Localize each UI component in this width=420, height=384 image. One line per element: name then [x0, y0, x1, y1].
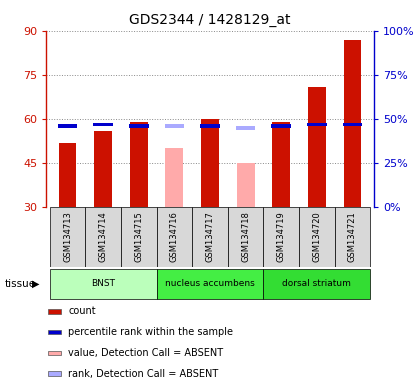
Bar	[58, 124, 77, 128]
FancyBboxPatch shape	[157, 269, 263, 299]
Text: GSM134720: GSM134720	[312, 212, 321, 262]
Bar	[93, 122, 113, 126]
Text: percentile rank within the sample: percentile rank within the sample	[68, 327, 233, 337]
FancyBboxPatch shape	[228, 207, 263, 267]
Text: count: count	[68, 306, 96, 316]
FancyBboxPatch shape	[263, 269, 370, 299]
Bar	[48, 309, 61, 314]
FancyBboxPatch shape	[50, 269, 157, 299]
FancyBboxPatch shape	[335, 207, 370, 267]
Bar	[94, 131, 112, 207]
Text: GSM134713: GSM134713	[63, 212, 72, 262]
Bar	[271, 124, 291, 128]
Bar	[201, 119, 219, 207]
Text: GSM134714: GSM134714	[99, 212, 108, 262]
Text: ▶: ▶	[32, 278, 39, 288]
Bar	[129, 124, 149, 128]
Bar	[343, 122, 362, 126]
Text: GSM134717: GSM134717	[205, 212, 215, 262]
Text: GSM134715: GSM134715	[134, 212, 143, 262]
Title: GDS2344 / 1428129_at: GDS2344 / 1428129_at	[129, 13, 291, 27]
Bar	[200, 124, 220, 128]
Bar	[165, 149, 183, 207]
FancyBboxPatch shape	[299, 207, 335, 267]
Bar	[237, 163, 255, 207]
Text: GSM134721: GSM134721	[348, 212, 357, 262]
Bar	[344, 40, 361, 207]
Text: GSM134718: GSM134718	[241, 212, 250, 262]
Bar	[308, 87, 326, 207]
Text: BNST: BNST	[91, 279, 115, 288]
Bar	[130, 122, 148, 207]
Text: value, Detection Call = ABSENT: value, Detection Call = ABSENT	[68, 348, 223, 358]
FancyBboxPatch shape	[121, 207, 157, 267]
Bar	[48, 351, 61, 355]
Bar	[236, 126, 255, 130]
Text: GSM134716: GSM134716	[170, 212, 179, 262]
Bar	[48, 330, 61, 334]
FancyBboxPatch shape	[50, 207, 85, 267]
Bar	[307, 122, 327, 126]
FancyBboxPatch shape	[157, 207, 192, 267]
Text: rank, Detection Call = ABSENT: rank, Detection Call = ABSENT	[68, 369, 218, 379]
FancyBboxPatch shape	[263, 207, 299, 267]
FancyBboxPatch shape	[192, 207, 228, 267]
Text: tissue: tissue	[4, 278, 35, 288]
Text: nucleus accumbens: nucleus accumbens	[165, 279, 255, 288]
Text: dorsal striatum: dorsal striatum	[282, 279, 351, 288]
Text: GSM134719: GSM134719	[277, 212, 286, 262]
Bar	[48, 371, 61, 376]
FancyBboxPatch shape	[85, 207, 121, 267]
Bar	[272, 122, 290, 207]
Bar	[165, 124, 184, 128]
Bar	[59, 142, 76, 207]
